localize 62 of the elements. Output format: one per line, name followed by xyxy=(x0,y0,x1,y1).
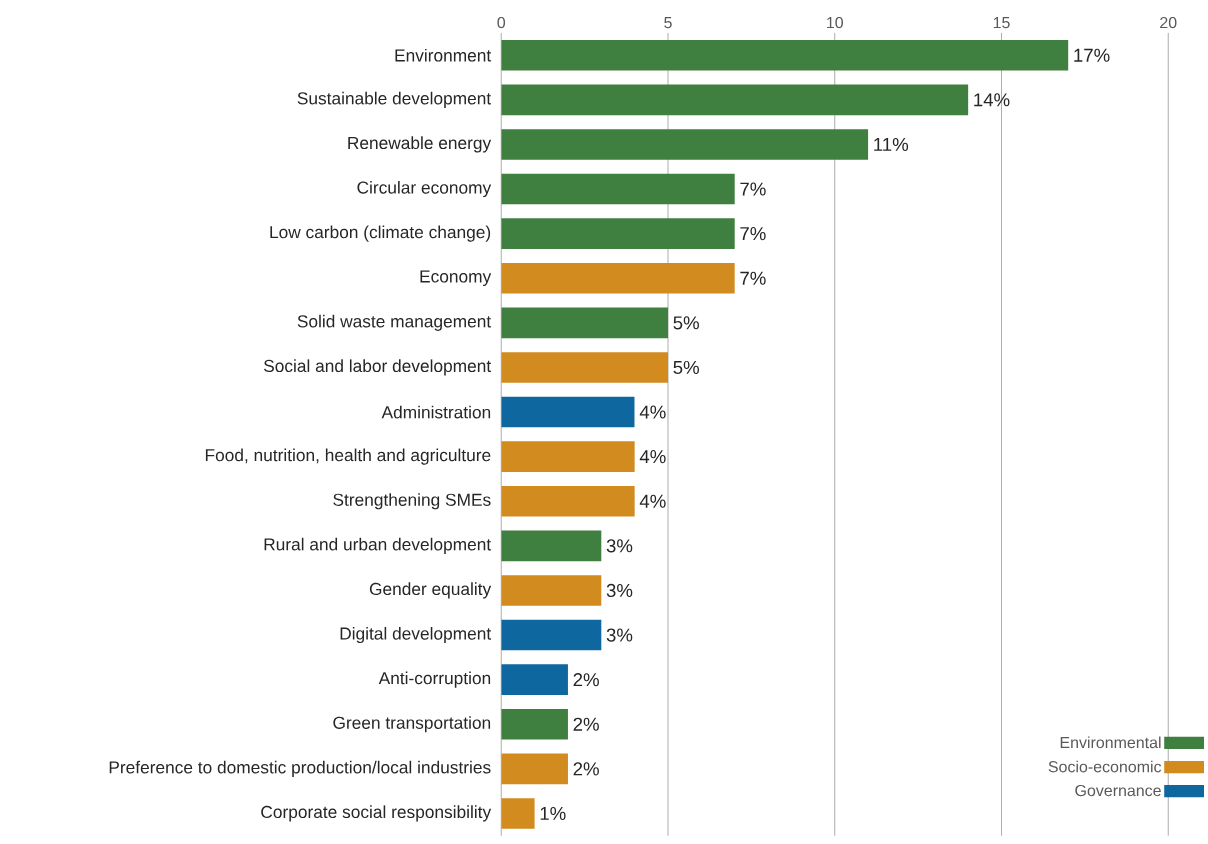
x-tick-label: 5 xyxy=(664,17,672,29)
data-label: 1% xyxy=(540,807,566,821)
bar xyxy=(501,753,568,785)
data-label: 4% xyxy=(639,450,666,464)
bar xyxy=(501,575,602,606)
legend-label: Socio-economic xyxy=(1048,760,1162,773)
data-label: 7% xyxy=(740,182,766,196)
y-tick-label: Sustainable development xyxy=(297,91,492,109)
y-tick-label: Gender equality xyxy=(369,582,492,599)
y-tick-label: Corporate social responsibility xyxy=(261,805,492,822)
y-tick-label: Environment xyxy=(395,49,492,62)
data-label: 5% xyxy=(673,361,699,375)
data-label: 14% xyxy=(974,93,1010,107)
y-tick-label: Preference to domestic production/local industries xyxy=(109,760,491,778)
bar xyxy=(501,129,869,160)
data-label: 4% xyxy=(639,405,666,419)
data-label: 17% xyxy=(1074,48,1110,62)
data-label: 3% xyxy=(606,539,633,553)
x-tick-label: 15 xyxy=(993,17,1010,29)
data-label: 5% xyxy=(673,316,699,330)
legend-label: Governance xyxy=(1075,785,1161,797)
bar xyxy=(501,263,735,294)
x-tick-label: 10 xyxy=(827,17,844,29)
bar xyxy=(501,218,735,250)
bar xyxy=(501,619,602,651)
bar xyxy=(501,530,602,562)
y-tick-label: Solid waste management xyxy=(297,314,492,332)
bar xyxy=(501,709,568,740)
bar xyxy=(501,798,535,829)
bar xyxy=(501,84,969,116)
data-label: 2% xyxy=(573,673,599,687)
legend-label: Environmental xyxy=(1060,736,1161,749)
y-tick-label: Anti-corruption xyxy=(378,671,491,688)
y-tick-label: Circular economy xyxy=(357,181,492,198)
y-tick-label: Renewable energy xyxy=(348,136,492,153)
y-tick-label: Green transportation xyxy=(333,716,491,733)
bar xyxy=(501,307,668,339)
x-tick-label: 0 xyxy=(497,17,506,29)
bar xyxy=(501,486,635,517)
y-tick-label: Administration xyxy=(381,405,491,419)
data-label: 11% xyxy=(874,138,909,152)
y-tick-label: Social and labor development xyxy=(263,359,492,376)
data-label: 3% xyxy=(606,583,633,598)
bar xyxy=(501,664,568,696)
data-label: 7% xyxy=(740,227,766,241)
data-label: 2% xyxy=(573,762,599,776)
bar xyxy=(501,441,635,473)
bar xyxy=(501,352,668,383)
x-tick-label: 20 xyxy=(1160,17,1177,29)
data-label: 4% xyxy=(639,494,666,508)
y-tick-label: Economy xyxy=(420,270,492,287)
y-tick-label: Low carbon (climate change) xyxy=(270,225,491,242)
y-tick-label: Digital development xyxy=(340,627,492,644)
data-label: 3% xyxy=(606,628,633,642)
data-label: 7% xyxy=(740,271,766,285)
bar xyxy=(501,40,1069,71)
bar xyxy=(501,396,635,428)
y-tick-label: Rural and urban development xyxy=(264,537,492,555)
data-label: 2% xyxy=(573,717,599,731)
y-tick-label: Food, nutrition, health and agriculture xyxy=(205,448,491,465)
bar xyxy=(501,173,735,205)
y-tick-label: Strengthening SMEs xyxy=(333,493,491,510)
